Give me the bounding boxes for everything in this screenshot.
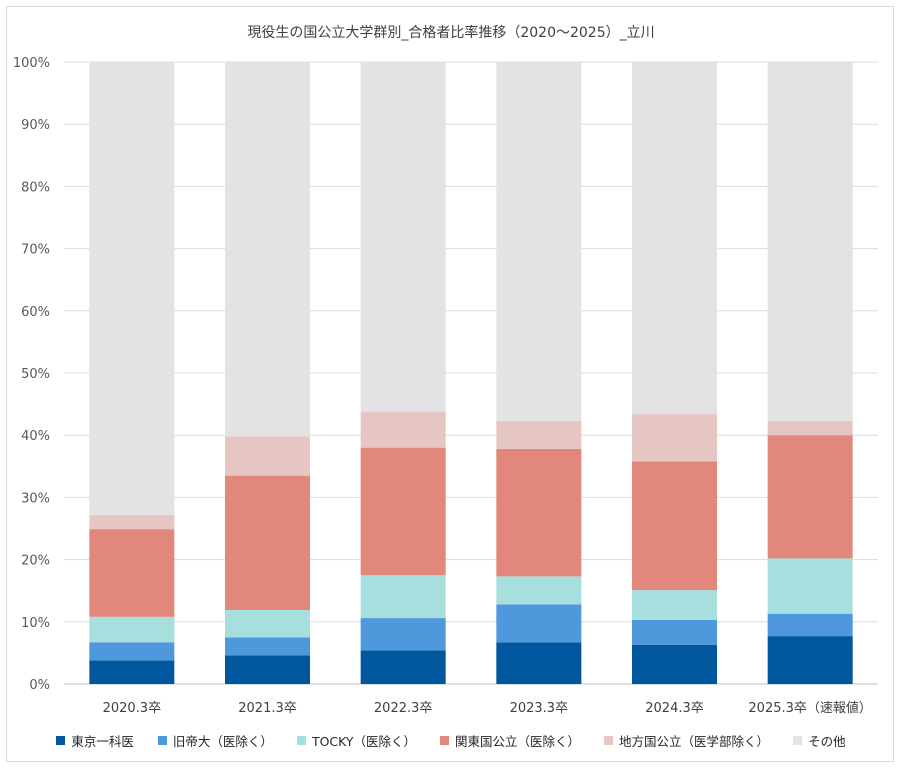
bar-segment: 関東国公立（医除く） 2023.3卒 bbox=[496, 448, 582, 577]
y-tick-label: 30% bbox=[21, 491, 50, 506]
bar-segment: その他 2024.3卒 bbox=[632, 62, 717, 415]
bar-segment: TOCKY（医除く） 2025.3卒（速報値） bbox=[767, 558, 853, 614]
legend-label: 旧帝大（医除く） bbox=[172, 734, 273, 749]
bar-segment: 地方国公立（医学部除く） 2020.3卒 bbox=[89, 514, 175, 530]
y-tick-label: 60% bbox=[21, 305, 50, 320]
legend-item: TOCKY（医除く） bbox=[296, 731, 417, 750]
legend-swatch bbox=[793, 736, 803, 745]
x-tick-label: 2023.3卒 bbox=[510, 701, 569, 716]
bar-segment: その他 2025.3卒（速報値） bbox=[767, 62, 853, 421]
y-tick-label: 50% bbox=[21, 367, 50, 382]
bar-segment: 東京一科医 2021.3卒 bbox=[225, 655, 310, 684]
bar-segment: 関東国公立（医除く） 2020.3卒 bbox=[89, 529, 175, 617]
y-tick-label: 70% bbox=[21, 243, 50, 258]
legend-item: 旧帝大（医除く） bbox=[157, 731, 273, 750]
chart-legend: 東京一科医 旧帝大（医除く） TOCKY（医除く） 関東国公立（医除く） 地方国公立（医… bbox=[0, 731, 902, 750]
bar-segment: 地方国公立（医学部除く） 2025.3卒（速報値） bbox=[767, 420, 853, 436]
legend-swatch bbox=[296, 736, 306, 745]
bar-segment: 旧帝大（医除く） 2020.3卒 bbox=[89, 642, 175, 661]
bar-segment: 旧帝大（医除く） 2021.3卒 bbox=[225, 637, 310, 656]
x-tick-label: 2020.3卒 bbox=[103, 701, 162, 716]
bar-segment: その他 2020.3卒 bbox=[89, 62, 175, 515]
legend-item: その他 bbox=[793, 731, 846, 750]
bar-segment: その他 2021.3卒 bbox=[225, 62, 310, 437]
bar-segment: 関東国公立（医除く） 2024.3卒 bbox=[632, 461, 717, 591]
bar-segment: 関東国公立（医除く） 2021.3卒 bbox=[225, 475, 310, 610]
legend-label: その他 bbox=[808, 734, 846, 749]
legend-item: 関東国公立（医除く） bbox=[440, 731, 580, 750]
legend-swatch bbox=[604, 736, 614, 745]
bar-segment: TOCKY（医除く） 2024.3卒 bbox=[632, 590, 717, 620]
legend-label: 東京一科医 bbox=[71, 734, 134, 749]
bar-segment: TOCKY（医除く） 2020.3卒 bbox=[89, 616, 175, 643]
bar-segment: 地方国公立（医学部除く） 2022.3卒 bbox=[360, 411, 446, 448]
bar-segment: TOCKY（医除く） 2023.3卒 bbox=[496, 576, 582, 605]
bar-segment: 地方国公立（医学部除く） 2024.3卒 bbox=[632, 414, 717, 462]
bar-segment: 旧帝大（医除く） 2024.3卒 bbox=[632, 619, 717, 645]
bar-segment: 旧帝大（医除く） 2022.3卒 bbox=[360, 618, 446, 651]
bar-segment: その他 2023.3卒 bbox=[496, 62, 582, 421]
y-tick-label: 40% bbox=[21, 429, 50, 444]
bar-segment: TOCKY（医除く） 2021.3卒 bbox=[225, 609, 310, 638]
bar-segment: 地方国公立（医学部除く） 2021.3卒 bbox=[225, 436, 310, 476]
legend-label: 地方国公立（医学部除く） bbox=[619, 734, 770, 749]
legend-item: 東京一科医 bbox=[56, 731, 134, 750]
legend-swatch bbox=[440, 736, 450, 745]
bar-segment: 東京一科医 2020.3卒 bbox=[89, 660, 175, 684]
bar-segment: 関東国公立（医除く） 2025.3卒（速報値） bbox=[767, 435, 853, 559]
legend-label: TOCKY（医除く） bbox=[311, 734, 417, 749]
y-tick-label: 80% bbox=[21, 180, 50, 195]
bar-segment: 旧帝大（医除く） 2023.3卒 bbox=[496, 604, 582, 643]
x-tick-label: 2022.3卒 bbox=[374, 701, 433, 716]
bar-segment: 地方国公立（医学部除く） 2023.3卒 bbox=[496, 420, 582, 449]
bar-segment: 東京一科医 2023.3卒 bbox=[496, 642, 582, 684]
bar-segment: その他 2022.3卒 bbox=[360, 62, 446, 412]
chart-title: 現役生の国公立大学群別_合格者比率推移（2020〜2025）_立川 bbox=[247, 25, 655, 41]
bar-segment: TOCKY（医除く） 2022.3卒 bbox=[360, 575, 446, 619]
legend-swatch bbox=[56, 736, 66, 745]
bar-segment: 東京一科医 2025.3卒（速報値） bbox=[767, 636, 853, 684]
y-tick-label: 90% bbox=[21, 118, 50, 133]
y-tick-label: 100% bbox=[13, 56, 50, 71]
x-tick-label: 2024.3卒 bbox=[645, 701, 704, 716]
x-tick-label: 2021.3卒 bbox=[238, 701, 297, 716]
bar-segment: 旧帝大（医除く） 2025.3卒（速報値） bbox=[767, 613, 853, 637]
legend-item: 地方国公立（医学部除く） bbox=[604, 731, 769, 750]
legend-label: 関東国公立（医除く） bbox=[455, 734, 581, 749]
y-tick-label: 10% bbox=[21, 616, 50, 631]
bar-segment: 東京一科医 2024.3卒 bbox=[632, 644, 717, 684]
x-tick-label: 2025.3卒（速報値） bbox=[748, 700, 872, 716]
y-tick-label: 20% bbox=[21, 554, 50, 569]
y-tick-label: 0% bbox=[29, 678, 50, 693]
legend-swatch bbox=[157, 736, 167, 745]
bar-segment: 関東国公立（医除く） 2022.3卒 bbox=[360, 447, 446, 576]
bar-segment: 東京一科医 2022.3卒 bbox=[360, 650, 446, 684]
